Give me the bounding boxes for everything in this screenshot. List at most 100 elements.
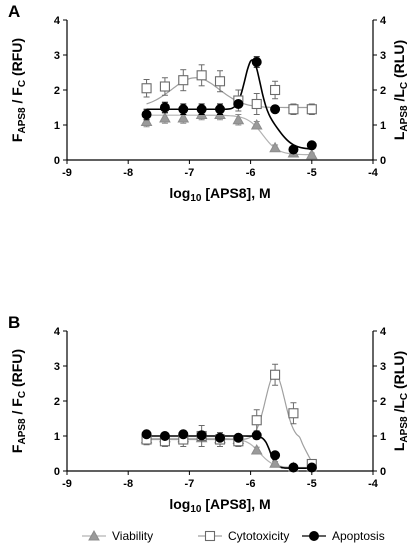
y-right-tick-label: 3 <box>380 50 386 62</box>
y-left-tick-label: 0 <box>54 155 60 167</box>
x-tick-label: -5 <box>307 167 317 179</box>
series-apoptosis <box>141 56 317 155</box>
x-tick-label: -8 <box>123 478 133 490</box>
x-tick-label: -9 <box>62 167 72 179</box>
data-point <box>178 75 189 86</box>
x-tick-label: -4 <box>368 478 379 490</box>
y-left-tick-label: 1 <box>54 431 60 443</box>
series-cytotoxicity <box>141 363 317 470</box>
y-right-tick-label: 0 <box>380 155 386 167</box>
data-point <box>178 429 189 440</box>
series-apoptosis <box>141 429 317 473</box>
data-point <box>306 462 317 473</box>
data-point <box>250 118 263 130</box>
y-axis-left-label: FAPS8 / FC (RFU) <box>9 38 28 142</box>
x-axis-label: log10 [APS8], M <box>169 185 270 204</box>
data-point <box>159 81 170 92</box>
fit-curve-cytotoxicity <box>146 77 312 109</box>
data-point <box>196 430 207 441</box>
data-point <box>141 429 152 440</box>
y-right-tick-label: 2 <box>380 396 386 408</box>
data-point <box>305 148 318 160</box>
x-tick-label: -6 <box>246 478 256 490</box>
legend-marker-cytotoxicity <box>204 530 216 542</box>
fit-curve-apoptosis <box>146 435 312 470</box>
y-right-tick-label: 3 <box>380 361 386 373</box>
y-right-tick-label: 0 <box>380 466 386 478</box>
data-point <box>232 113 245 125</box>
fit-curve-viability <box>146 114 312 156</box>
legend-marker-apoptosis <box>309 531 319 541</box>
x-tick-label: -8 <box>123 167 133 179</box>
y-left-tick-label: 2 <box>54 396 60 408</box>
x-tick-label: -7 <box>185 167 195 179</box>
data-point <box>214 76 226 87</box>
data-point <box>250 443 263 455</box>
data-point <box>196 104 207 115</box>
x-tick-label: -7 <box>185 478 195 490</box>
data-point <box>270 369 281 380</box>
data-point <box>306 140 317 151</box>
data-point <box>251 430 262 441</box>
y-left-tick-label: 3 <box>54 50 60 62</box>
data-point <box>159 111 171 123</box>
y-right-tick-label: 1 <box>380 120 386 132</box>
data-point <box>178 104 189 115</box>
legend-label: Apoptosis <box>332 529 385 543</box>
fit-curve-apoptosis <box>146 59 312 150</box>
data-point <box>177 111 190 123</box>
y-left-tick-label: 1 <box>54 120 60 132</box>
data-point <box>251 57 262 67</box>
data-point <box>233 432 244 443</box>
panel-letter: B <box>8 313 20 332</box>
data-point <box>159 431 170 441</box>
y-left-tick-label: 3 <box>54 361 60 373</box>
x-axis-label: log10 [APS8], M <box>169 496 270 515</box>
y-left-tick-label: 0 <box>54 466 60 478</box>
y-axis-right-label: LAPS8 /LC (RLU) <box>391 40 410 140</box>
data-point <box>141 109 152 120</box>
panel-letter: A <box>8 2 20 21</box>
x-tick-label: -5 <box>307 478 317 490</box>
data-point <box>269 141 281 153</box>
data-point <box>270 104 281 115</box>
data-point <box>251 98 262 110</box>
legend: Viability Cytotoxicity Apoptosis <box>82 529 385 543</box>
y-right-tick-label: 1 <box>380 431 386 443</box>
legend-marker-viability <box>88 529 100 541</box>
data-point <box>288 104 299 115</box>
y-axis-left-label: FAPS8 / FC (RFU) <box>9 349 28 453</box>
x-tick-label: -6 <box>246 167 256 179</box>
data-point <box>196 70 207 81</box>
x-tick-label: -4 <box>368 167 379 179</box>
legend-label: Cytotoxicity <box>228 529 289 543</box>
y-left-tick-label: 4 <box>54 326 61 338</box>
data-point <box>141 83 152 94</box>
y-right-tick-label: 4 <box>380 326 387 338</box>
y-right-tick-label: 2 <box>380 85 386 97</box>
data-point <box>306 104 317 115</box>
data-point <box>159 102 170 113</box>
data-point <box>288 408 299 419</box>
data-point <box>140 115 153 126</box>
fit-curve-viability <box>146 437 312 469</box>
data-point <box>215 432 225 443</box>
y-right-tick-label: 4 <box>380 15 387 27</box>
data-point <box>215 104 225 115</box>
y-left-tick-label: 4 <box>54 15 61 27</box>
data-point <box>270 450 281 461</box>
y-axis-right-label: LAPS8 /LC (RLU) <box>391 351 410 451</box>
x-tick-label: -9 <box>62 478 72 490</box>
legend-label: Viability <box>112 529 153 543</box>
data-point <box>251 415 262 426</box>
data-point <box>233 99 244 109</box>
data-point <box>270 84 281 96</box>
data-point <box>269 457 281 468</box>
fit-curve-cytotoxicity <box>146 373 313 463</box>
data-point <box>288 462 299 473</box>
y-left-tick-label: 2 <box>54 85 60 97</box>
data-point <box>288 144 299 155</box>
